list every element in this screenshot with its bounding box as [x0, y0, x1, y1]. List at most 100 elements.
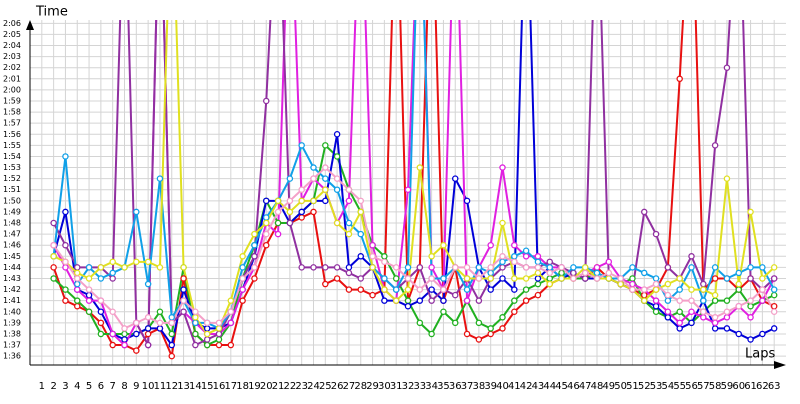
data-point: [664, 291, 672, 299]
data-point: [74, 297, 81, 304]
plot-area: [50, 20, 778, 360]
data-point: [381, 275, 388, 282]
data-point: [62, 153, 69, 160]
data-point: [747, 275, 754, 282]
data-point: [770, 275, 778, 282]
data-point: [546, 264, 554, 271]
data-point: [133, 330, 140, 338]
data-point: [652, 230, 660, 238]
data-point: [723, 314, 731, 321]
data-point: [180, 297, 187, 304]
data-point: [487, 264, 494, 271]
data-point: [499, 253, 506, 260]
x-tick-label: 13: [177, 381, 190, 392]
x-tick-label: 35: [437, 381, 450, 392]
y-tick-label: 1:48: [3, 219, 21, 228]
data-point: [522, 286, 530, 293]
x-tick-label: 38: [473, 381, 486, 392]
data-point: [62, 208, 69, 216]
data-point: [487, 330, 494, 338]
x-tick-label: 55: [673, 381, 686, 392]
y-tick-label: 1:44: [3, 263, 21, 272]
data-point: [109, 258, 116, 266]
data-point: [310, 164, 317, 171]
x-tick-label: 48: [591, 381, 604, 392]
data-point: [534, 253, 542, 260]
x-tick-label: 16: [213, 381, 226, 392]
data-point: [381, 297, 388, 304]
data-point: [700, 308, 707, 316]
data-point: [192, 319, 199, 327]
data-point: [700, 297, 707, 304]
data-point: [487, 325, 494, 332]
data-point: [463, 286, 471, 293]
data-point: [203, 319, 211, 327]
data-point: [133, 208, 140, 216]
data-point: [440, 275, 447, 282]
data-point: [215, 330, 223, 338]
data-point: [322, 142, 329, 149]
data-point: [688, 319, 695, 327]
x-tick-label: 24: [307, 381, 320, 392]
data-point: [239, 275, 246, 282]
data-point: [688, 286, 695, 293]
data-point: [593, 275, 601, 282]
data-point: [74, 269, 81, 277]
data-point: [534, 264, 542, 271]
data-point: [570, 269, 577, 277]
y-tick-label: 1:46: [3, 241, 21, 250]
x-tick-label: 11: [154, 381, 167, 392]
data-point: [156, 325, 164, 332]
data-point: [735, 330, 743, 338]
data-point: [322, 175, 329, 182]
data-point: [759, 297, 766, 304]
data-point: [440, 308, 447, 316]
data-point: [735, 269, 743, 277]
data-point: [74, 286, 81, 293]
data-point: [345, 197, 353, 205]
data-point: [381, 253, 388, 260]
series-line: [52, 20, 776, 330]
x-tick-label: 27: [343, 381, 356, 392]
data-point: [121, 336, 128, 343]
data-point: [156, 308, 164, 316]
data-point: [381, 258, 388, 266]
data-point: [770, 308, 778, 316]
x-tick-label: 53: [650, 381, 663, 392]
data-point: [262, 97, 270, 105]
data-point: [676, 286, 683, 293]
y-tick-label: 1:36: [3, 352, 21, 361]
data-point: [723, 275, 731, 282]
x-tick-label: 40: [496, 381, 509, 392]
data-point: [676, 297, 683, 304]
data-point: [558, 264, 565, 271]
data-point: [133, 347, 140, 354]
data-point: [239, 264, 246, 271]
y-tick-label: 1:51: [3, 185, 21, 194]
data-point: [50, 241, 57, 249]
data-point: [180, 286, 187, 293]
x-tick-label: 5: [86, 381, 92, 392]
data-point: [357, 197, 364, 205]
y-tick-label: 1:45: [3, 252, 21, 261]
data-point: [664, 297, 672, 304]
data-point: [345, 264, 353, 271]
y-tick-label: 1:55: [3, 141, 21, 150]
data-point: [203, 330, 211, 338]
data-point: [440, 241, 447, 249]
data-point: [475, 275, 483, 282]
data-point: [215, 336, 223, 343]
data-point: [85, 308, 93, 316]
x-tick-label: 36: [449, 381, 462, 392]
data-point: [286, 219, 294, 227]
data-point: [534, 280, 542, 288]
data-point: [511, 253, 518, 260]
data-point: [180, 275, 187, 282]
x-tick-label: 56: [685, 381, 698, 392]
data-point: [451, 264, 459, 271]
data-point: [239, 253, 246, 260]
data-point: [499, 325, 506, 332]
data-point: [711, 297, 719, 304]
x-tick-label: 8: [121, 381, 127, 392]
x-axis-label: Laps: [745, 347, 775, 362]
